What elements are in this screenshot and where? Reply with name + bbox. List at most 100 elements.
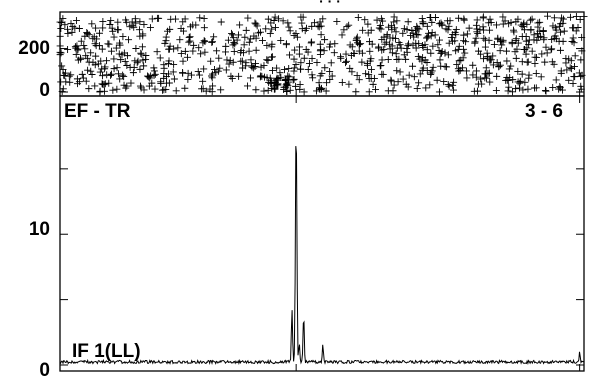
phase-point [82, 77, 90, 85]
phase-point [156, 54, 164, 62]
trace-label: IF 1(LL) [72, 341, 141, 362]
phase-point [136, 18, 144, 26]
phase-point [99, 18, 107, 26]
phase-point [543, 49, 551, 57]
phase-point [108, 24, 116, 32]
phase-point [388, 49, 396, 57]
amplitude-y-tick-label-10: 10 [29, 219, 50, 240]
phase-point [217, 86, 225, 94]
phase-point [172, 87, 180, 95]
phase-point [392, 28, 400, 36]
phase-point [253, 22, 261, 30]
phase-point [286, 51, 294, 59]
phase-y-tick-label-0: 0 [39, 80, 50, 101]
phase-point [479, 23, 487, 31]
phase-point [128, 21, 136, 29]
phase-point [109, 27, 117, 35]
phase-point [402, 55, 410, 63]
phase-point [386, 34, 394, 42]
phase-point [484, 54, 492, 62]
phase-point [88, 20, 96, 28]
phase-point [508, 88, 516, 96]
phase-point [493, 72, 501, 80]
phase-point [95, 29, 103, 37]
phase-point [379, 17, 387, 25]
phase-point [565, 55, 573, 63]
phase-point [356, 40, 364, 48]
phase-point [100, 81, 108, 89]
phase-point [412, 39, 420, 47]
phase-point [393, 17, 401, 25]
phase-point [366, 47, 374, 55]
phase-point [366, 38, 374, 46]
phase-point [292, 30, 300, 38]
phase-point [59, 65, 67, 73]
phase-point [252, 59, 260, 67]
phase-point [230, 48, 238, 56]
phase-point [123, 52, 131, 60]
phase-point [534, 23, 542, 31]
phase-point [511, 48, 519, 56]
phase-point [472, 67, 480, 75]
phase-point [386, 40, 394, 48]
phase-point [428, 18, 436, 26]
phase-point [185, 33, 193, 41]
phase-point [379, 70, 387, 78]
phase-point [485, 69, 493, 77]
phase-point [423, 22, 431, 30]
phase-point [557, 20, 565, 28]
phase-point [96, 87, 104, 95]
phase-point [504, 87, 512, 95]
phase-point [262, 25, 270, 33]
phase-point [81, 45, 89, 53]
phase-point [472, 21, 480, 29]
phase-point [229, 41, 237, 49]
phase-point [388, 26, 396, 34]
phase-point [123, 18, 131, 26]
amplitude-panel-frame [59, 95, 585, 372]
phase-point [208, 88, 216, 96]
phase-point [313, 87, 321, 95]
phase-point [300, 54, 308, 62]
phase-point [472, 34, 480, 42]
phase-point [266, 30, 274, 38]
phase-point [435, 36, 443, 44]
phase-point [73, 42, 81, 50]
phase-point [276, 69, 284, 77]
phase-point [516, 77, 524, 85]
phase-point [291, 46, 299, 54]
phase-point [556, 84, 564, 92]
phase-point [123, 82, 131, 90]
phase-point [201, 38, 209, 46]
phase-point [210, 33, 218, 41]
phase-point [229, 31, 237, 39]
phase-point [445, 82, 453, 90]
phase-point [56, 32, 64, 40]
phase-point [399, 29, 407, 37]
phase-point [355, 47, 363, 55]
phase-point [67, 20, 75, 28]
phase-point [228, 29, 236, 37]
phase-point [121, 58, 129, 66]
phase-point [246, 35, 254, 43]
phase-point [459, 54, 467, 62]
phase-point [547, 46, 555, 54]
phase-point [450, 78, 458, 86]
phase-point [479, 55, 487, 63]
pair-label: 3 - 6 [525, 101, 563, 122]
phase-point [552, 26, 560, 34]
phase-point [163, 27, 171, 35]
phase-point [180, 27, 188, 35]
phase-point [216, 64, 224, 72]
phase-point [498, 41, 506, 49]
phase-point [99, 24, 107, 32]
phase-point [473, 28, 481, 36]
phase-point [61, 21, 69, 29]
phase-point [384, 56, 392, 64]
phase-point [525, 36, 533, 44]
phase-point [254, 29, 262, 37]
phase-point [376, 21, 384, 29]
phase-point [269, 66, 277, 74]
phase-point [394, 78, 402, 86]
